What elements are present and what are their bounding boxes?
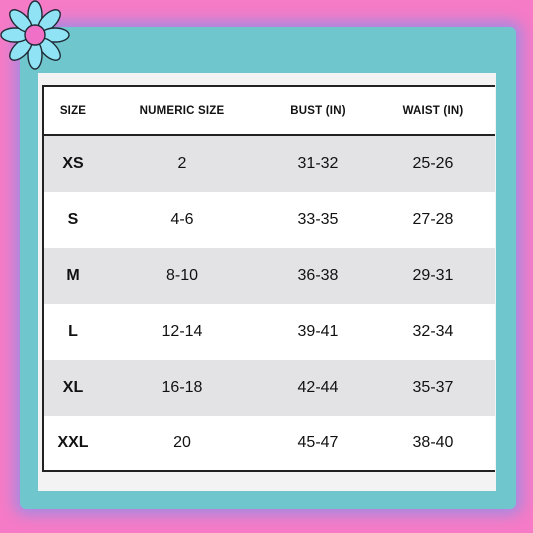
size-cell: L [68, 323, 78, 340]
bust-cell: 33-35 [297, 211, 339, 228]
bust-cell: 39-41 [297, 323, 339, 340]
size-cell: XL [62, 379, 84, 396]
bust-cell: 31-32 [297, 155, 339, 172]
numeric-size-cell: 20 [173, 434, 191, 451]
table-row: XL 16-18 42-44 35-37 [44, 360, 495, 416]
size-cell: XS [62, 155, 84, 172]
numeric-size-cell: 2 [177, 155, 187, 172]
waist-cell: 32-34 [412, 323, 454, 340]
numeric-size-cell: 16-18 [161, 379, 203, 396]
waist-cell: 29-31 [412, 267, 454, 284]
waist-cell: 38-40 [412, 434, 454, 451]
bust-cell: 42-44 [297, 379, 339, 396]
numeric-size-cell: 8-10 [165, 267, 199, 284]
size-cell: XXL [57, 434, 89, 451]
table-row: XXL 20 45-47 38-40 [44, 416, 495, 470]
flower-icon [0, 0, 70, 70]
size-cell: M [66, 267, 80, 284]
header-bust: BUST (IN) [290, 104, 346, 117]
waist-cell: 27-28 [412, 211, 454, 228]
table-row: XS 2 31-32 25-26 [44, 136, 495, 192]
header-size: SIZE [59, 104, 87, 117]
size-cell: S [67, 211, 79, 228]
header-waist: WAIST (IN) [402, 104, 464, 117]
bust-cell: 36-38 [297, 267, 339, 284]
waist-cell: 25-26 [412, 155, 454, 172]
numeric-size-cell: 4-6 [170, 211, 194, 228]
size-chart-table: SIZE NUMERIC SIZE BUST (IN) WAIST (IN) X… [42, 85, 495, 472]
bust-cell: 45-47 [297, 434, 339, 451]
table-row: S 4-6 33-35 27-28 [44, 192, 495, 248]
table-row: M 8-10 36-38 29-31 [44, 248, 495, 304]
table-header-row: SIZE NUMERIC SIZE BUST (IN) WAIST (IN) [44, 87, 495, 136]
waist-cell: 35-37 [412, 379, 454, 396]
header-numeric-size: NUMERIC SIZE [139, 104, 225, 117]
table-row: L 12-14 39-41 32-34 [44, 304, 495, 360]
numeric-size-cell: 12-14 [161, 323, 203, 340]
